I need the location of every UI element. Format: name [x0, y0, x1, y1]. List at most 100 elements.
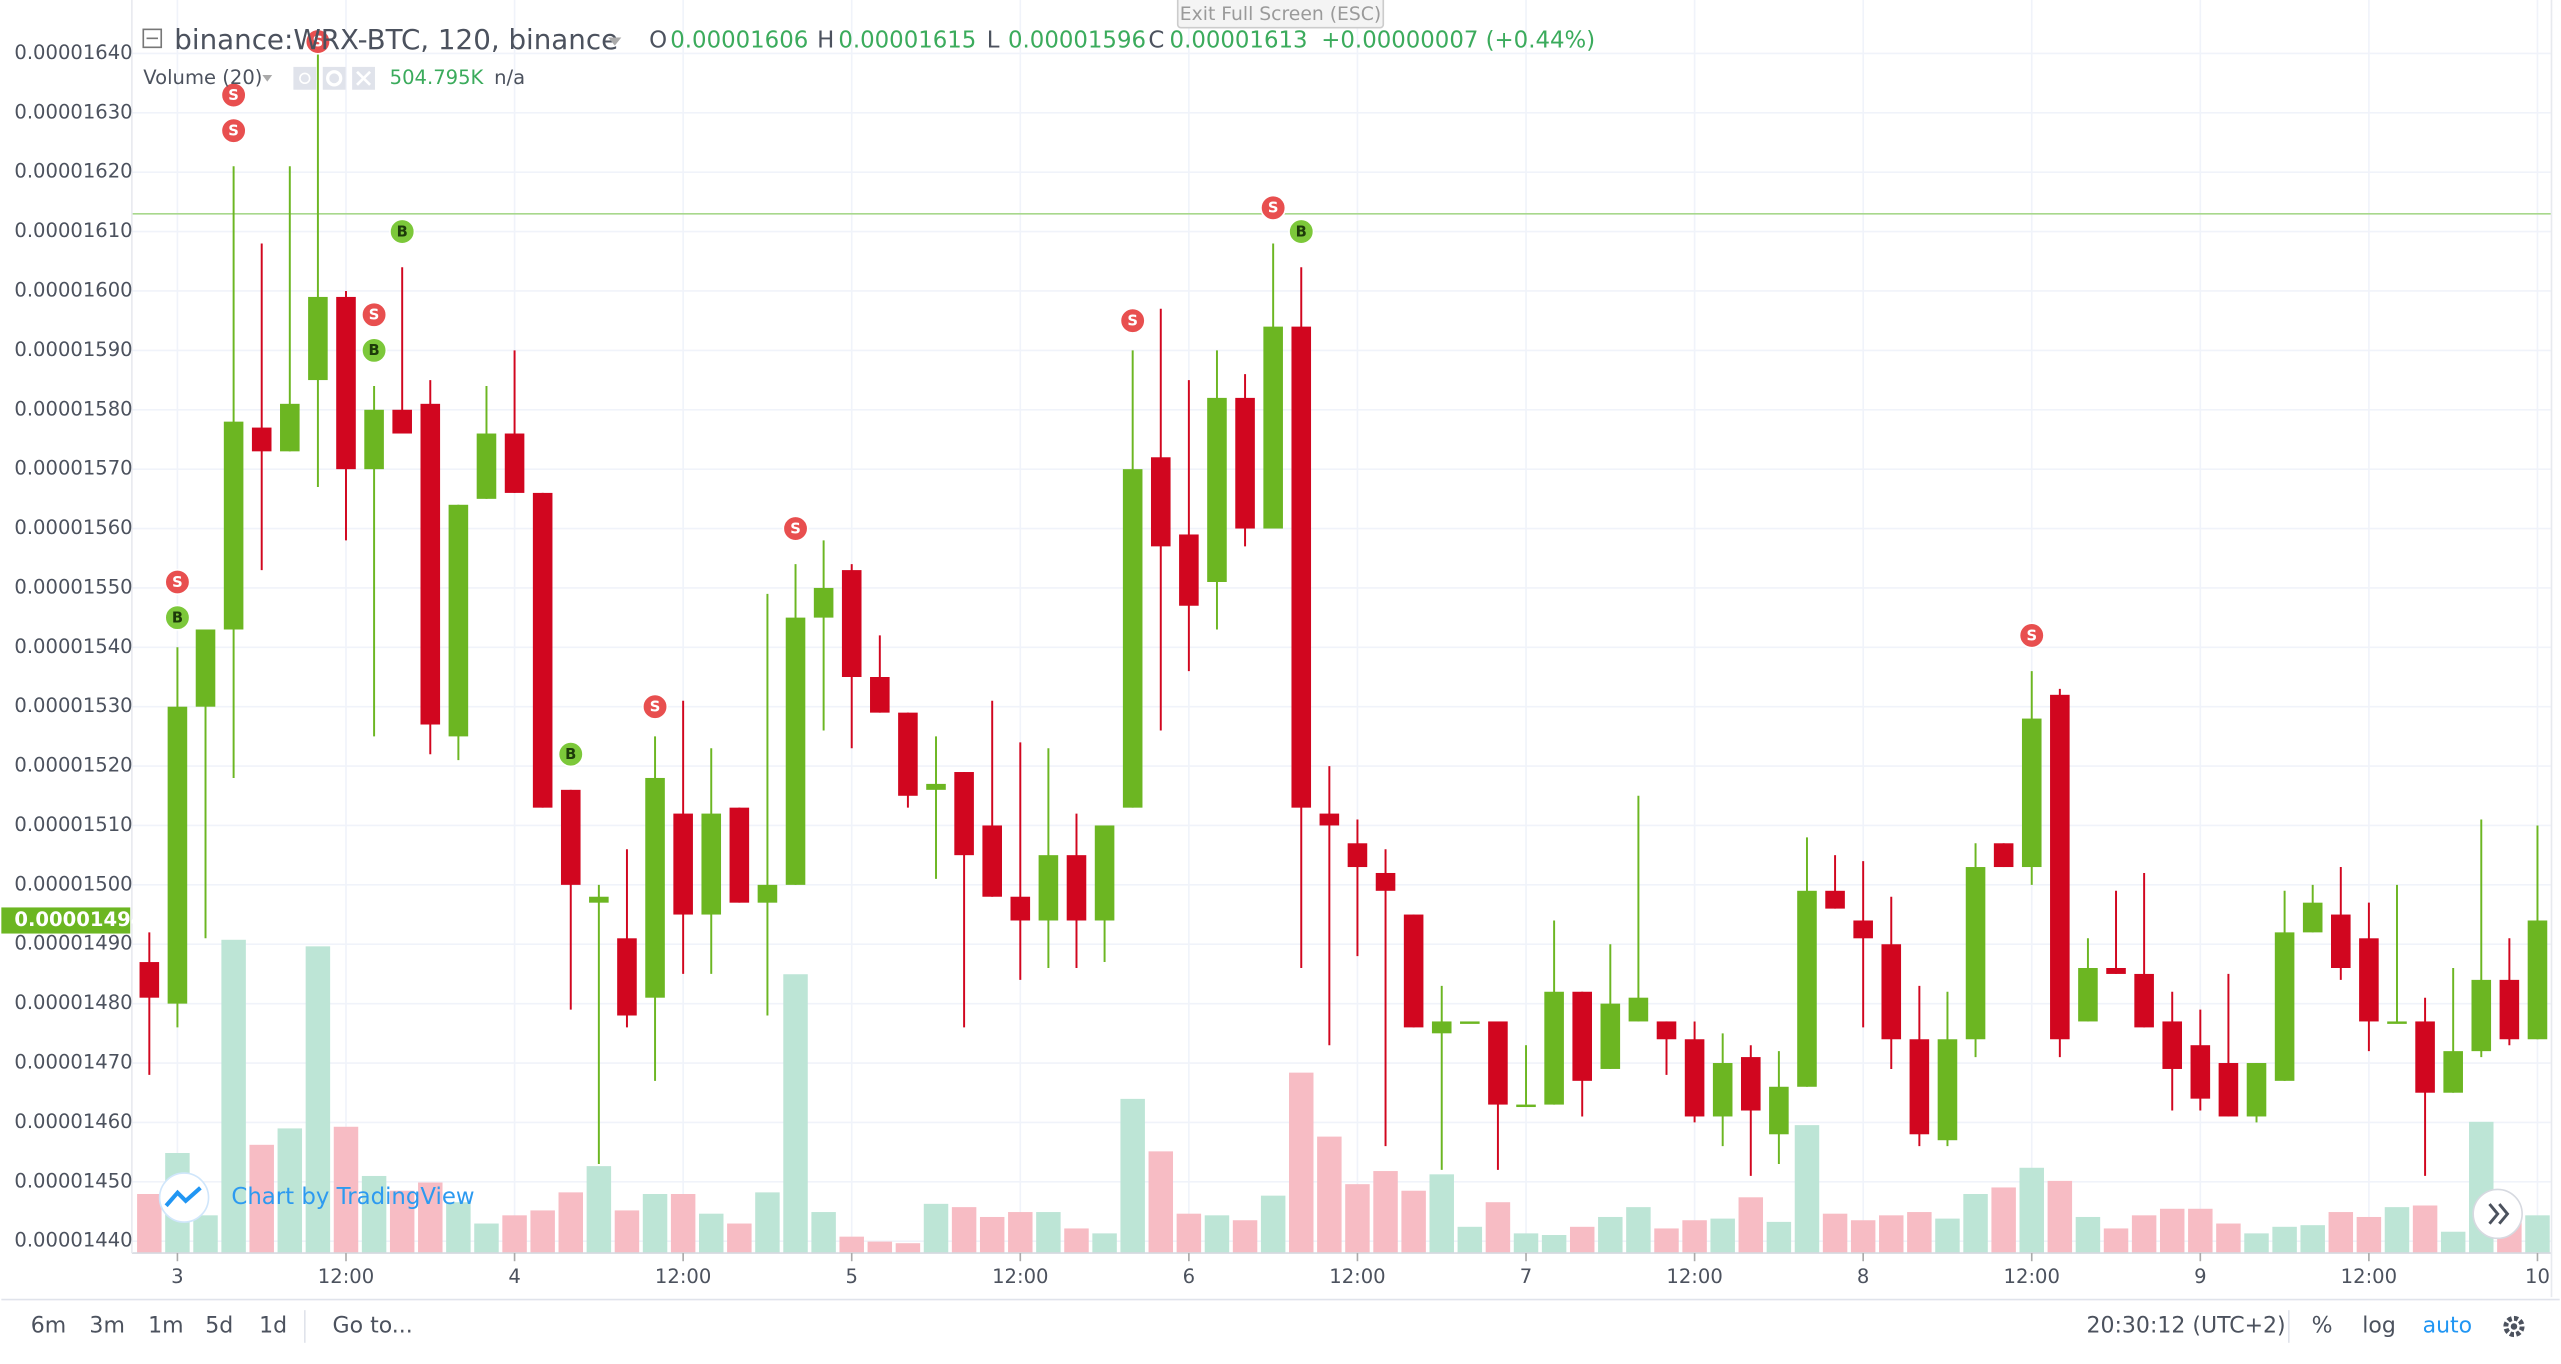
range-button[interactable]: 6m [31, 1313, 66, 1338]
collapse-toggle[interactable] [142, 28, 163, 49]
range-button[interactable]: 5d [205, 1313, 233, 1338]
signal-marker [164, 604, 191, 631]
volume-bar [249, 1144, 274, 1254]
volume-bar [1232, 1220, 1258, 1254]
range-button[interactable]: 1d [259, 1313, 287, 1338]
candle-body [1179, 534, 1199, 606]
volume-dropdown[interactable] [262, 75, 273, 82]
settings-gear-center[interactable] [2510, 1323, 2518, 1330]
volume-bar [1682, 1220, 1707, 1254]
candle-body [251, 427, 272, 452]
volume-bar [530, 1210, 555, 1254]
watermark-text: Chart by TradingView [231, 1184, 474, 1210]
y-tick-label: 0.00001630 [14, 100, 132, 123]
candle-body [1375, 872, 1396, 891]
candle-body [1263, 326, 1283, 529]
candle-body [1656, 1021, 1677, 1040]
candle-body [1488, 1021, 1508, 1105]
volume-bar [1457, 1226, 1483, 1254]
volume-bar [1513, 1233, 1539, 1254]
volume-bar [2019, 1167, 2044, 1254]
volume-bar [1991, 1187, 2016, 1254]
candle-body [1853, 920, 1873, 939]
candle-body [532, 492, 553, 808]
signal-marker [1260, 194, 1287, 221]
y-tick-label: 0.00001520 [14, 754, 132, 777]
candle-body [673, 813, 693, 915]
settings-button[interactable] [2503, 1315, 2525, 1338]
x-tick-label: 4 [508, 1265, 520, 1288]
remove-icon[interactable] [356, 70, 372, 86]
candle-body [617, 938, 637, 1016]
volume-bar [1260, 1195, 1286, 1254]
exit-fullscreen[interactable]: Exit Full Screen (ESC) [1176, 0, 1385, 29]
candle-body [1066, 855, 1087, 921]
study-visibility-button[interactable] [293, 66, 317, 90]
scale-button[interactable]: % [2312, 1313, 2333, 1338]
candle-body [504, 433, 525, 493]
volume-bar [1879, 1215, 1904, 1254]
volume-bar [614, 1210, 640, 1254]
y-tick-label: 0.00001500 [14, 872, 132, 895]
ohlc-value: 0.00001613 [1170, 27, 1308, 53]
volume-bar [193, 1215, 218, 1254]
volume-bar [2300, 1225, 2325, 1254]
candle-body [1010, 896, 1031, 921]
volume-bar [867, 1241, 893, 1254]
scroll-to-end-button[interactable] [2472, 1188, 2523, 1240]
volume-bar [418, 1182, 443, 1254]
volume-bar [1176, 1213, 1202, 1254]
volume-bar [474, 1223, 499, 1254]
volume-bar [1008, 1212, 1033, 1254]
x-tick-label: 3 [171, 1265, 183, 1288]
candle-body [2050, 694, 2070, 1040]
signal-marker [220, 117, 247, 144]
volume-bar [2047, 1180, 2073, 1254]
scale-button[interactable]: log [2362, 1313, 2396, 1338]
volume-bar [1822, 1213, 1848, 1254]
goto-button[interactable]: Go to... [333, 1313, 413, 1338]
candle-body [870, 677, 890, 713]
candle-body [1740, 1057, 1761, 1111]
scale-button[interactable]: auto [2423, 1313, 2473, 1338]
volume-bar [1401, 1190, 1426, 1254]
x-tick-label: 6 [1183, 1265, 1195, 1288]
candle-body [1207, 397, 1227, 582]
volume-study-title[interactable]: Volume (20) [143, 66, 262, 89]
last-price-label: 0.00001494 [14, 908, 144, 931]
exit-fullscreen-tab[interactable] [1176, 0, 1385, 29]
exit-fullscreen-text[interactable]: Exit Full Screen (ESC) [1180, 4, 1381, 25]
candle-body [2499, 979, 2520, 1040]
y-tick-label: 0.00001590 [14, 338, 132, 361]
gear-icon[interactable] [326, 70, 343, 87]
volume-bar [2384, 1207, 2410, 1254]
volume-bar [783, 974, 808, 1254]
eye-icon[interactable] [299, 72, 311, 85]
range-button[interactable]: 1m [148, 1313, 183, 1338]
y-tick-label: 0.00001530 [14, 694, 132, 717]
candle-body [2527, 920, 2548, 1040]
settings-gear[interactable] [2503, 1315, 2525, 1338]
volume-bar [2075, 1216, 2101, 1254]
candle-body [2443, 1051, 2463, 1093]
candle-body [1769, 1086, 1789, 1135]
candle-body [2162, 1021, 2183, 1069]
scroll-button-icon[interactable] [2488, 1203, 2510, 1225]
volume-bar [642, 1194, 668, 1254]
candle-body [1797, 890, 1817, 1087]
volume-bar [2216, 1223, 2241, 1254]
clock: 20:30:12 (UTC+2) [2087, 1313, 2286, 1338]
candle-body [785, 617, 806, 885]
watermark: Chart by TradingView [158, 1172, 475, 1223]
candle-body [1094, 825, 1115, 921]
symbol-dropdown[interactable] [608, 37, 622, 46]
range-button[interactable]: 3m [89, 1313, 124, 1338]
volume-bar [1626, 1207, 1651, 1254]
volume-bar [2272, 1226, 2297, 1254]
signal-marker [1119, 307, 1146, 334]
symbol-title[interactable]: binance:WRX-BTC, 120, binance [174, 23, 618, 56]
volume-bar [670, 1194, 696, 1254]
candle-body [1150, 457, 1171, 547]
